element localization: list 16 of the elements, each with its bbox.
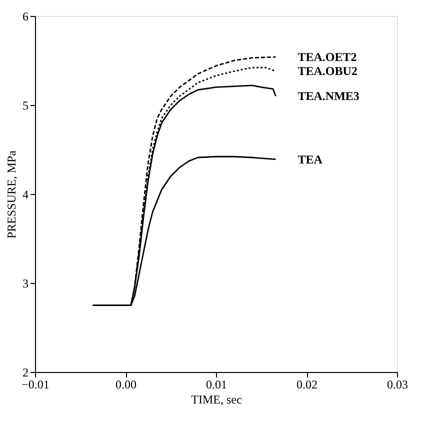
series-label: TEA [298,152,323,166]
series-label: TEA.OBU2 [298,64,358,78]
x-tick-label: 0.02 [296,378,318,392]
x-tick-label: 0.01 [206,378,227,392]
y-tick-label: 5 [22,98,28,112]
y-tick-label: 4 [22,188,28,202]
y-axis-title: PRESSURE, MPa [4,150,18,239]
x-tick-label: 0.03 [387,378,408,392]
x-tick-label: −0.01 [22,378,50,392]
x-axis-title: TIME, sec [191,392,242,406]
x-tick-label: 0.00 [116,378,136,392]
y-tick-label: 3 [22,276,28,290]
series-label: TEA.OET2 [298,50,357,64]
y-tick-label: 2 [22,366,28,380]
series-label: TEA.NME3 [298,89,360,104]
y-tick-label: 6 [22,10,28,24]
